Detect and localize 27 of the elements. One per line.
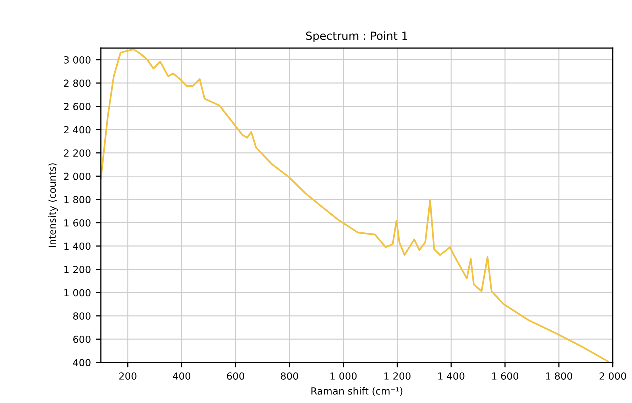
y-tick-label: 2 000 [64,172,91,180]
y-tick-label: 1 800 [64,196,91,204]
x-tick-label: 1 000 [330,372,357,380]
y-tick-label: 1 400 [64,242,91,250]
chart-title: Spectrum : Point 1 [306,32,408,42]
x-tick-label: 400 [173,372,191,380]
x-tick-label: 2 000 [600,372,626,380]
y-tick-label: 1 000 [64,289,91,297]
x-tick-label: 1 200 [384,372,411,380]
y-tick-label: 1 600 [64,219,91,227]
x-tick-label: 1 600 [492,372,519,380]
y-axis-title: Intensity (counts) [48,164,58,248]
y-tick-label: 600 [74,336,91,344]
y-tick-label: 3 000 [64,56,91,64]
y-tick-label: 2 200 [64,150,91,157]
x-tick-label: 1 400 [438,372,465,380]
x-tick-label: 200 [119,372,137,380]
y-tick-label: 2 800 [64,80,91,88]
y-tick-label: 2 600 [64,103,91,110]
x-axis-title: Raman shift (cm⁻¹) [312,387,403,396]
y-tick-label: 1 200 [64,266,91,274]
x-tick-label: 600 [227,372,244,380]
x-tick-label: 1 800 [546,372,572,380]
y-tick-label: 2 400 [64,126,91,134]
y-tick-label: 800 [74,312,91,320]
y-tick-label: 400 [73,359,91,367]
x-tick-label: 800 [281,372,298,380]
